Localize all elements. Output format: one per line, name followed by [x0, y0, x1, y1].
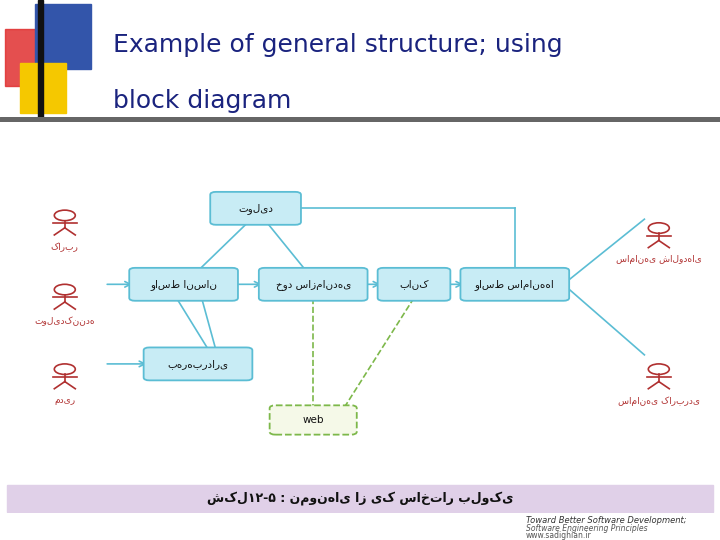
Text: www.sadighian.ir: www.sadighian.ir	[526, 531, 591, 539]
Text: شکل۱۲-۵ : نمونهای از یک ساختار بلوکی: شکل۱۲-۵ : نمونهای از یک ساختار بلوکی	[207, 491, 513, 504]
Text: بانک: بانک	[400, 279, 428, 289]
Bar	[5, 29, 50, 85]
Text: تولیدکننده: تولیدکننده	[35, 316, 95, 326]
FancyBboxPatch shape	[377, 268, 451, 301]
Text: block diagram: block diagram	[113, 89, 292, 113]
FancyBboxPatch shape	[461, 268, 569, 301]
Text: web: web	[302, 415, 324, 425]
Text: واسط سامانهها: واسط سامانهها	[475, 279, 554, 290]
Text: بهرهبرداری: بهرهبرداری	[168, 359, 228, 369]
FancyBboxPatch shape	[269, 406, 357, 435]
FancyBboxPatch shape	[144, 347, 253, 380]
Bar	[38, 0, 43, 119]
Text: Toward Better Software Development;: Toward Better Software Development;	[526, 516, 686, 525]
Bar	[20, 63, 66, 113]
Text: کاربر: کاربر	[51, 242, 78, 252]
Bar	[35, 4, 91, 69]
Text: سامانهی کاربردی: سامانهی کاربردی	[618, 396, 700, 406]
Text: خود سازماندهی: خود سازماندهی	[276, 279, 351, 290]
Text: سامانهی شالودهای: سامانهی شالودهای	[616, 255, 702, 264]
Text: مدیر: مدیر	[54, 396, 76, 405]
Text: Software Engineering Principles: Software Engineering Principles	[526, 524, 647, 533]
Text: تولید: تولید	[238, 203, 273, 214]
Text: Example of general structure; using: Example of general structure; using	[113, 33, 562, 57]
Text: واسط انسان: واسط انسان	[150, 279, 217, 290]
FancyBboxPatch shape	[259, 268, 367, 301]
FancyBboxPatch shape	[210, 192, 301, 225]
FancyBboxPatch shape	[130, 268, 238, 301]
